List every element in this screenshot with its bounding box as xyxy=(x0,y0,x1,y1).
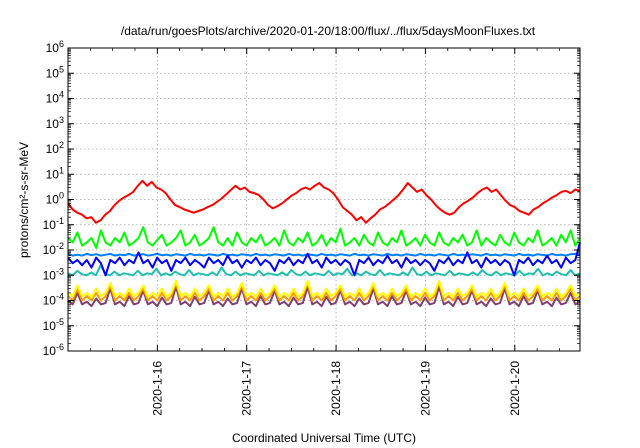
x-tick-label: 2020-1-17 xyxy=(240,361,254,416)
x-axis: 2020-1-16 2020-1-17 2020-1-18 2020-1-19 2020… xyxy=(89,48,560,416)
series-line xyxy=(67,252,581,257)
x-tick-label: 2020-1-19 xyxy=(418,361,432,416)
series-line xyxy=(67,226,581,249)
series-line xyxy=(67,179,581,224)
y-axis-label: protons/cm²-s-sr-MeV xyxy=(17,142,31,258)
series-line xyxy=(67,281,581,302)
chart-title: /data/run/goesPlots/archive/2020-01-20/1… xyxy=(121,24,536,38)
series-line xyxy=(67,242,581,277)
series-line xyxy=(67,279,581,299)
series-line xyxy=(67,285,581,308)
x-tick-label: 2020-1-18 xyxy=(329,361,343,416)
series-layer xyxy=(67,179,581,308)
series-line xyxy=(67,264,581,277)
x-axis-label: Coordinated Universal Time (UTC) xyxy=(232,431,416,445)
x-tick-label: 2020-1-16 xyxy=(150,361,164,416)
x-tick-label: 2020-1-20 xyxy=(508,361,522,416)
